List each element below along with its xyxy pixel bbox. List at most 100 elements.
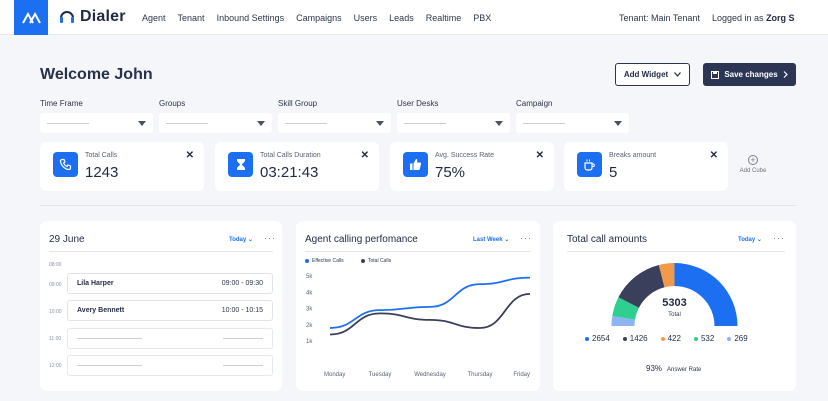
- amount-legend-item: 1426: [622, 334, 648, 343]
- legend-value: 532: [700, 334, 715, 343]
- tenant-indicator[interactable]: Tenant: Main Tenant: [619, 13, 700, 23]
- logo-icon: [22, 11, 41, 23]
- nav-item-tenant[interactable]: Tenant: [177, 13, 205, 23]
- time-label: 12:00: [49, 363, 62, 369]
- nav-item-pbx[interactable]: PBX: [473, 13, 492, 23]
- y-tick-label: 3k: [306, 307, 313, 313]
- chevron-down-icon: [674, 72, 682, 77]
- x-tick-label: Monday: [324, 372, 345, 378]
- filter-label-time-frame: Time Frame: [40, 99, 83, 108]
- performance-line-chart: 5k 4k 3k 2k 1k Monday Tuesday Wednesday Thursday…: [306, 274, 531, 378]
- nav-item-leads[interactable]: Leads: [389, 13, 414, 23]
- stat-card-breaks-amount: Breaks amount 5 ✕: [564, 142, 728, 191]
- more-options-icon[interactable]: ···: [773, 233, 785, 243]
- series-line-total-calls: [329, 292, 531, 336]
- close-icon[interactable]: ✕: [360, 150, 369, 161]
- more-options-icon[interactable]: ···: [520, 233, 532, 243]
- caret-down-icon: [257, 120, 265, 126]
- panel-divider: [49, 251, 273, 252]
- legend-value: 422: [667, 334, 681, 343]
- close-icon[interactable]: ✕: [535, 150, 544, 161]
- close-icon[interactable]: ✕: [709, 150, 718, 161]
- schedule-range-dropdown[interactable]: Today ⌄: [229, 236, 253, 243]
- legend-swatch: [361, 259, 365, 263]
- performance-range-dropdown[interactable]: Last Week ⌄: [473, 236, 509, 243]
- schedule-entry[interactable]: Lila Harper 09:00 - 09:30: [67, 273, 273, 294]
- series-line-effective-calls: [329, 276, 531, 329]
- time-label: 08:00: [49, 262, 62, 268]
- gauge-total-label: Total: [668, 312, 681, 318]
- add-widget-button[interactable]: Add Widget: [615, 63, 690, 86]
- groups-select[interactable]: [159, 113, 272, 133]
- y-tick-label: 1k: [306, 339, 313, 345]
- time-frame-select[interactable]: [40, 113, 153, 133]
- entry-name: Lila Harper: [77, 280, 114, 287]
- app-logo[interactable]: [14, 0, 48, 35]
- schedule-panel: 29 June Today ⌄ ··· 08:00 09:00 10:00 11…: [40, 221, 282, 391]
- legend-swatch: [585, 336, 589, 341]
- caret-down-icon: [376, 120, 384, 126]
- filter-label-skill-group: Skill Group: [278, 99, 318, 108]
- nav-item-campaigns[interactable]: Campaigns: [296, 13, 342, 23]
- dropdown-label: Today: [229, 237, 247, 243]
- chevron-down-icon: ⌄: [247, 237, 253, 243]
- amounts-range-dropdown[interactable]: Today ⌄: [738, 236, 762, 243]
- call-amounts-title: Total call amounts: [567, 234, 648, 245]
- call-amounts-gauge: [611, 263, 738, 326]
- schedule-entry-empty[interactable]: [67, 328, 273, 349]
- legend-label: Effective Calls: [312, 258, 344, 264]
- legend-swatch: [622, 336, 627, 341]
- nav-item-agent[interactable]: Agent: [142, 13, 166, 23]
- x-tick-label: Wednesday: [414, 372, 446, 378]
- gauge-total-value: 5303: [662, 297, 687, 309]
- legend-value: 269: [734, 334, 748, 343]
- schedule-title: 29 June: [49, 234, 85, 245]
- y-tick-label: 5k: [306, 274, 313, 280]
- gauge-segment: [612, 297, 639, 320]
- legend-swatch: [660, 336, 665, 341]
- chevron-right-icon: [783, 71, 788, 78]
- phone-icon: [53, 152, 78, 177]
- caret-down-icon: [138, 120, 146, 126]
- skill-group-select[interactable]: [278, 113, 391, 133]
- thumbs-up-icon: [403, 152, 428, 177]
- caret-down-icon: [495, 120, 503, 126]
- top-navigation-bar: Dialer Agent Tenant Inbound Settings Cam…: [0, 0, 828, 35]
- panel-divider: [305, 251, 531, 252]
- schedule-entry[interactable]: Avery Bennett 10:00 - 10:15: [67, 300, 273, 321]
- gauge-segment: [611, 316, 636, 326]
- add-cube-button[interactable]: + Add Cube: [738, 155, 768, 174]
- answer-rate-value: 93%: [646, 364, 663, 373]
- user-desks-select[interactable]: [397, 113, 510, 133]
- nav-item-realtime[interactable]: Realtime: [425, 13, 462, 23]
- more-options-icon[interactable]: ···: [264, 233, 276, 243]
- x-tick-label: Friday: [513, 372, 530, 378]
- chevron-down-icon: ⌄: [756, 237, 762, 243]
- amount-legend-item: 532: [693, 334, 715, 343]
- legend-value: 1426: [629, 334, 648, 343]
- legend-swatch: [305, 259, 309, 263]
- panel-divider: [567, 251, 785, 252]
- legend-label: Total Calls: [368, 258, 392, 264]
- stat-value: 5: [609, 164, 618, 181]
- amount-legend-item: 2654: [585, 334, 610, 343]
- nav-item-inbound-settings[interactable]: Inbound Settings: [216, 13, 285, 23]
- page-title: Welcome John: [40, 66, 153, 83]
- stat-label: Breaks amount: [609, 152, 657, 159]
- legend-swatch: [693, 336, 698, 341]
- campaign-select[interactable]: [516, 113, 629, 133]
- nav-item-users[interactable]: Users: [353, 13, 378, 23]
- close-icon[interactable]: ✕: [185, 150, 194, 161]
- entry-time: 10:00 - 10:15: [221, 307, 263, 314]
- amount-legend-item: 269: [727, 334, 748, 343]
- legend-item: Effective Calls: [305, 258, 344, 264]
- save-changes-button[interactable]: Save changes: [703, 63, 796, 86]
- amounts-legend: 2654 1426 422 532 269: [585, 334, 748, 343]
- time-label: 09:00: [49, 282, 62, 288]
- schedule-entry-empty[interactable]: [67, 355, 273, 376]
- y-tick-label: 4k: [306, 290, 313, 296]
- dropdown-label: Last Week: [473, 237, 503, 243]
- save-changes-label: Save changes: [724, 70, 778, 79]
- user-indicator[interactable]: Logged in as Zorg S: [712, 13, 795, 23]
- add-widget-label: Add Widget: [623, 70, 669, 79]
